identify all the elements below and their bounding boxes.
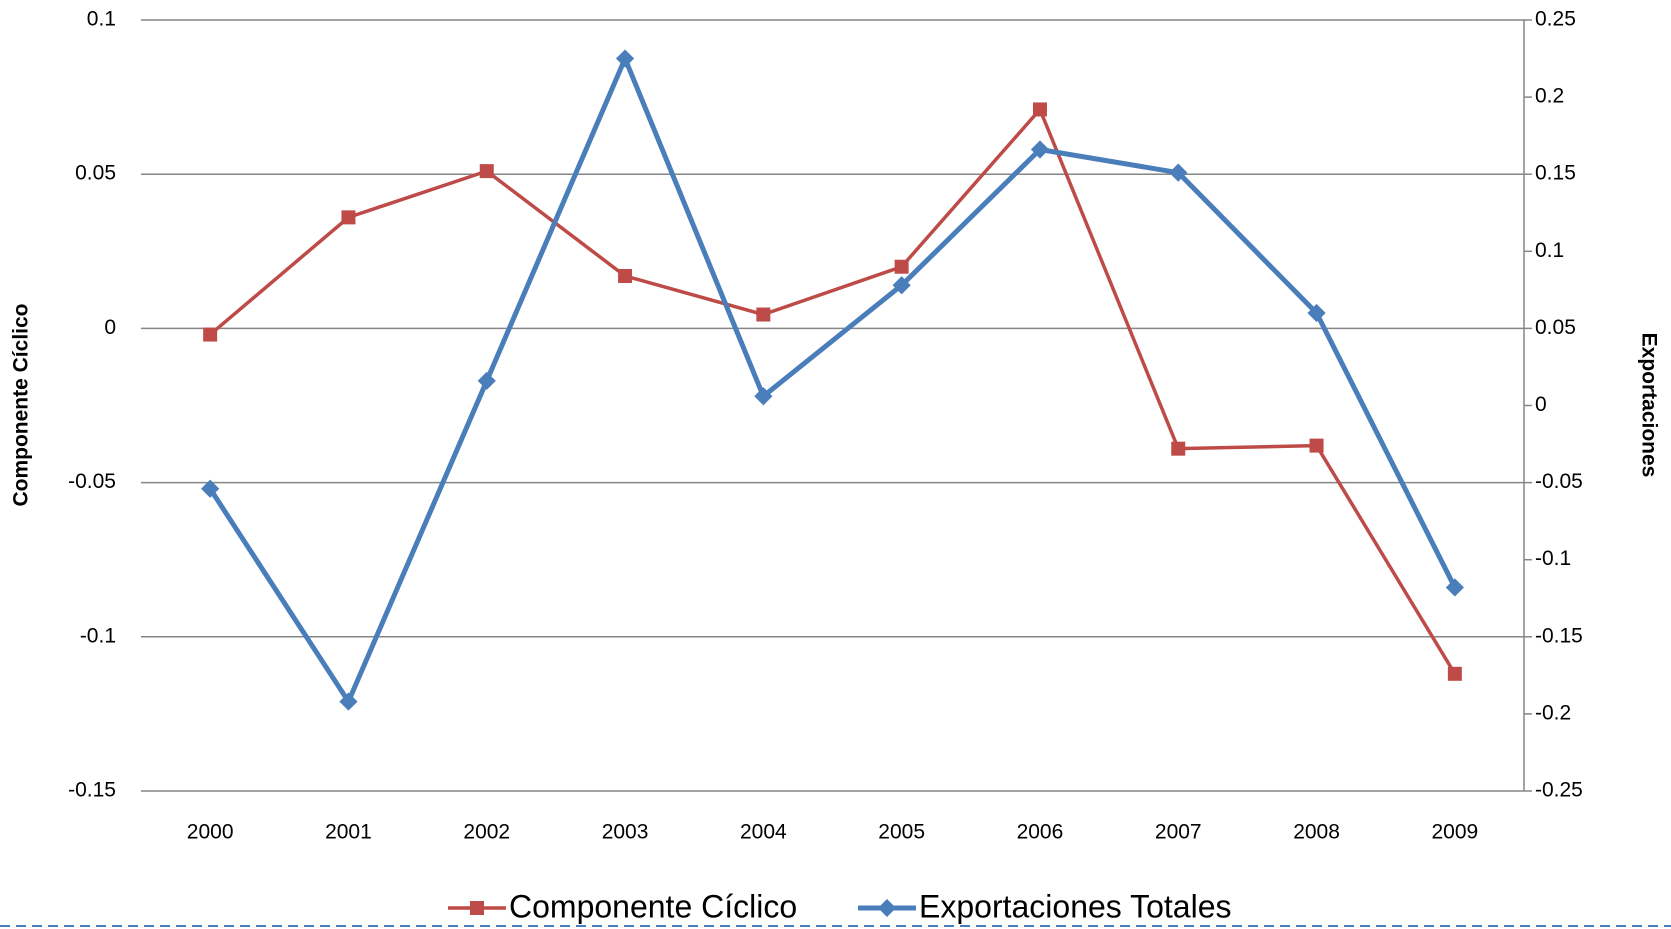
legend-marker xyxy=(470,901,484,915)
x-tick-label: 2008 xyxy=(1293,821,1340,844)
marker xyxy=(615,49,635,68)
marker xyxy=(203,327,218,342)
x-tick-label: 2007 xyxy=(1155,821,1202,844)
y2-tick-label: -0.2 xyxy=(1535,701,1571,724)
series-line xyxy=(209,107,1457,675)
y2-tick-label: 0 xyxy=(1535,393,1547,416)
y2-tick-label: 0.1 xyxy=(1535,239,1564,262)
y-tick-label: -0.1 xyxy=(80,624,116,647)
y-tick-label: -0.15 xyxy=(68,779,116,802)
y-tick-label: 0.05 xyxy=(75,162,116,185)
legend-label: Exportaciones Totales xyxy=(919,888,1231,924)
marker xyxy=(1447,666,1462,681)
marker xyxy=(754,387,773,406)
y2-tick-label: 0.05 xyxy=(1535,316,1576,339)
marker xyxy=(339,692,358,711)
series-line xyxy=(208,56,1458,705)
legend-marker xyxy=(878,899,896,917)
y2-tick-label: -0.05 xyxy=(1535,470,1583,493)
marker xyxy=(341,210,356,225)
x-tick-label: 2004 xyxy=(740,821,787,844)
x-tick-label: 2001 xyxy=(325,821,372,844)
marker xyxy=(892,276,911,295)
marker xyxy=(201,479,220,498)
marker xyxy=(1171,441,1186,456)
x-tick-label: 2006 xyxy=(1017,821,1064,844)
y2-tick-label: 0.15 xyxy=(1535,162,1576,185)
x-tick-label: 2005 xyxy=(878,821,925,844)
marker xyxy=(477,371,496,390)
y2-tick-label: 0.2 xyxy=(1535,85,1564,108)
y-axis-title: Componente Cíclico xyxy=(10,303,33,506)
marker xyxy=(479,164,494,179)
marker xyxy=(1030,140,1050,159)
y2-tick-label: 0.25 xyxy=(1535,8,1576,31)
x-tick-label: 2002 xyxy=(463,821,510,844)
y-tick-label: -0.05 xyxy=(68,470,116,493)
marker xyxy=(1032,102,1047,117)
y2-tick-label: -0.25 xyxy=(1535,779,1583,802)
legend-label: Componente Cíclico xyxy=(509,888,797,924)
x-tick-label: 2000 xyxy=(187,821,234,844)
marker xyxy=(1309,438,1324,453)
x-tick-label: 2003 xyxy=(602,821,649,844)
marker xyxy=(618,268,633,283)
y2-tick-label: -0.15 xyxy=(1535,624,1583,647)
marker xyxy=(894,259,909,274)
x-tick-label: 2009 xyxy=(1431,821,1478,844)
marker xyxy=(1169,163,1188,182)
marker xyxy=(1307,303,1326,323)
y2-axis-title: Exportaciones xyxy=(1637,333,1660,478)
y-tick-label: 0.1 xyxy=(87,8,116,31)
y-tick-label: 0 xyxy=(104,316,116,339)
marker xyxy=(1445,578,1464,597)
y2-tick-label: -0.1 xyxy=(1535,547,1571,570)
marker xyxy=(756,307,771,322)
